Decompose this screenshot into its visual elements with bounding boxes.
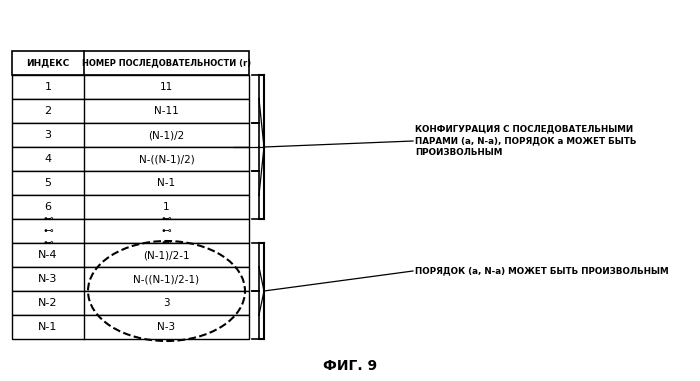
- Bar: [12, 243, 249, 267]
- Text: N-4: N-4: [38, 250, 57, 260]
- Text: N-3: N-3: [158, 322, 176, 332]
- Text: ПОРЯДОК (a, N-a) МОЖЕТ БЫТЬ ПРОИЗВОЛЬНЫМ: ПОРЯДОК (a, N-a) МОЖЕТ БЫТЬ ПРОИЗВОЛЬНЫМ: [415, 266, 668, 275]
- Bar: [12, 147, 249, 171]
- Text: N-1: N-1: [158, 178, 176, 188]
- Text: 3: 3: [45, 130, 52, 140]
- Text: N-2: N-2: [38, 298, 57, 308]
- Text: ИНДЕКС: ИНДЕКС: [27, 59, 69, 67]
- Text: (N-1)/2: (N-1)/2: [148, 130, 185, 140]
- Text: N-3: N-3: [38, 274, 57, 284]
- Bar: [12, 99, 249, 123]
- Text: ⊷
⊷
⊷: ⊷ ⊷ ⊷: [43, 215, 53, 248]
- Bar: [12, 315, 249, 339]
- Text: 3: 3: [163, 298, 170, 308]
- Bar: [12, 195, 249, 219]
- Text: 5: 5: [45, 178, 52, 188]
- Text: N-1: N-1: [38, 322, 57, 332]
- Text: ФИГ. 9: ФИГ. 9: [323, 359, 377, 373]
- Bar: [12, 291, 249, 315]
- Bar: [12, 267, 249, 291]
- Text: N-11: N-11: [154, 106, 179, 116]
- Text: НОМЕР ПОСЛЕДОВАТЕЛЬНОСТИ (r): НОМЕР ПОСЛЕДОВАТЕЛЬНОСТИ (r): [82, 59, 251, 67]
- Text: 6: 6: [45, 202, 52, 212]
- Bar: [12, 75, 249, 99]
- Text: N-((N-1)/2-1): N-((N-1)/2-1): [134, 274, 199, 284]
- Bar: [12, 123, 249, 147]
- Text: 1: 1: [163, 202, 170, 212]
- Text: ⊷
⊷
⊷: ⊷ ⊷ ⊷: [162, 215, 172, 248]
- Text: 11: 11: [160, 82, 173, 92]
- Text: КОНФИГУРАЦИЯ С ПОСЛЕДОВАТЕЛЬНЫМИ
ПАРАМИ (a, N-a), ПОРЯДОК a МОЖЕТ БЫТЬ
ПРОИЗВОЛЬ: КОНФИГУРАЦИЯ С ПОСЛЕДОВАТЕЛЬНЫМИ ПАРАМИ …: [415, 125, 636, 157]
- Bar: [12, 171, 249, 195]
- Text: (N-1)/2-1: (N-1)/2-1: [144, 250, 190, 260]
- Bar: [12, 51, 249, 75]
- Text: 4: 4: [44, 154, 52, 164]
- Bar: [12, 219, 249, 243]
- Text: 2: 2: [44, 106, 52, 116]
- Text: 1: 1: [45, 82, 52, 92]
- Text: N-((N-1)/2): N-((N-1)/2): [139, 154, 195, 164]
